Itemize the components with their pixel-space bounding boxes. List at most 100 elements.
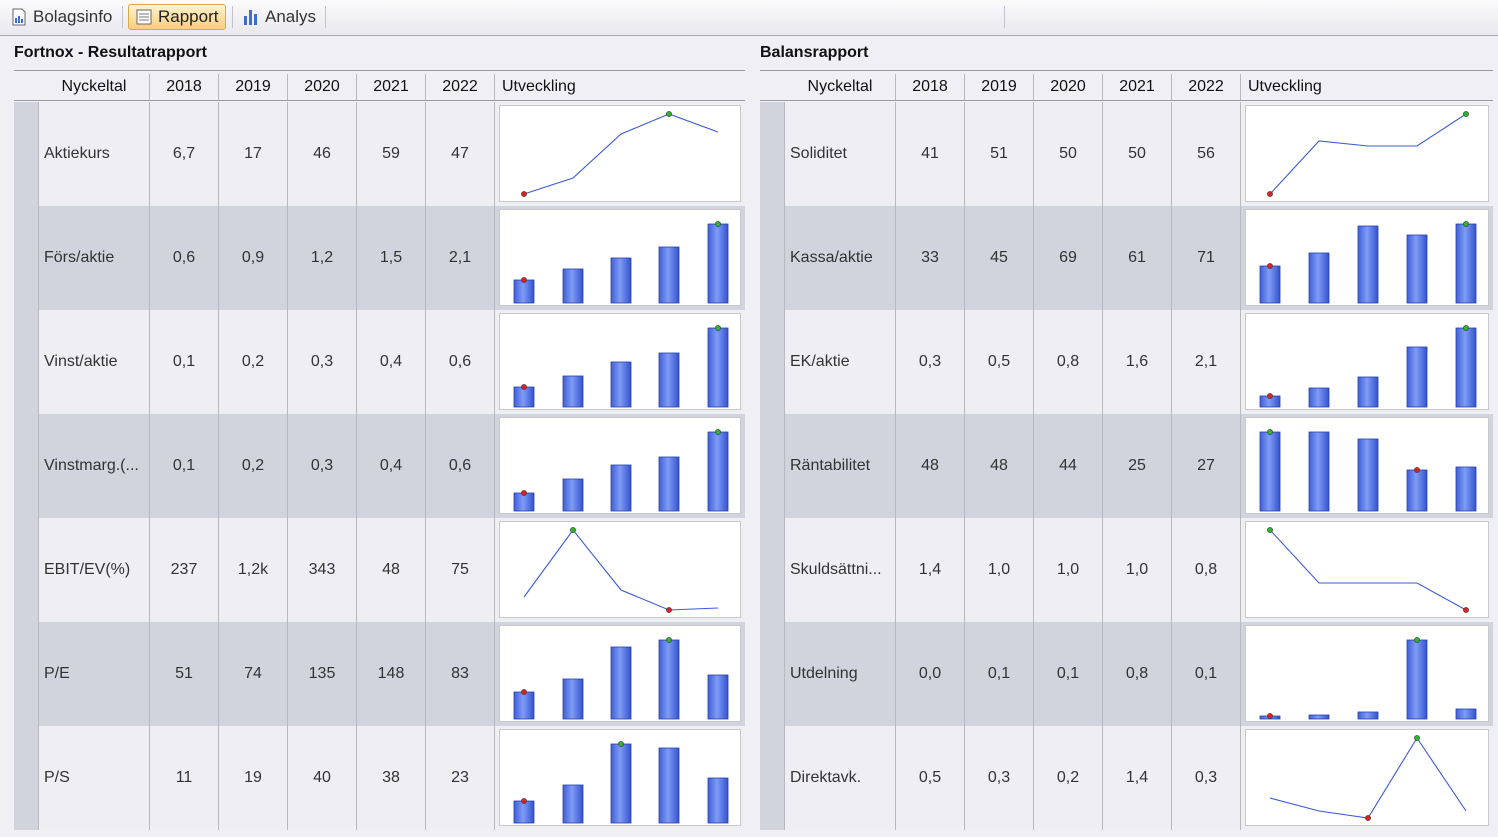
tab-rapport[interactable]: Rapport [128, 4, 226, 30]
table-row[interactable]: Soliditet 41 51 50 50 56 [785, 102, 1493, 206]
high-marker [1463, 221, 1469, 227]
table-row[interactable]: Vinst/aktie 0,1 0,2 0,3 0,4 0,6 [39, 310, 745, 414]
trend-bar [1455, 327, 1477, 408]
metric-name: Direktavk. [785, 726, 896, 830]
table-row[interactable]: Direktavk. 0,5 0,3 0,2 1,4 0,3 [785, 726, 1493, 830]
table-row[interactable]: EK/aktie 0,3 0,5 0,8 1,6 2,1 [785, 310, 1493, 414]
trend-bar [1308, 431, 1330, 512]
trend-cell [495, 518, 745, 622]
trend-svg [513, 741, 729, 824]
trend-line-chart [499, 521, 741, 618]
column-header-year[interactable]: 2022 [1172, 74, 1241, 100]
table-row[interactable]: Aktiekurs 6,7 17 46 59 47 [39, 102, 745, 206]
high-marker [1414, 735, 1420, 741]
column-header-nyckeltal[interactable]: Nyckeltal [785, 74, 896, 100]
table-row[interactable]: P/S 11 19 40 38 23 [39, 726, 745, 830]
trend-line [523, 113, 719, 195]
trend-line [523, 529, 719, 611]
column-header-year[interactable]: 2020 [1034, 74, 1103, 100]
trend-bar [562, 678, 584, 720]
table-row[interactable]: Kassa/aktie 33 45 69 61 71 [785, 206, 1493, 310]
trend-bar [707, 431, 729, 512]
trend-bar [1357, 438, 1379, 512]
column-header-year[interactable]: 2019 [965, 74, 1034, 100]
trend-bar [707, 777, 729, 824]
column-header-year[interactable]: 2018 [896, 74, 965, 100]
low-marker [1267, 393, 1273, 399]
trend-bar [610, 257, 632, 304]
trend-cell [495, 726, 745, 830]
low-marker [521, 277, 527, 283]
high-marker [715, 325, 721, 331]
column-header-year[interactable]: 2020 [288, 74, 357, 100]
high-marker [1463, 111, 1469, 117]
trend-bar [658, 639, 680, 720]
trend-bar [1259, 431, 1281, 512]
trend-bar [1308, 714, 1330, 720]
column-header-year[interactable]: 2021 [357, 74, 426, 100]
trend-svg [1267, 527, 1469, 613]
table-row[interactable]: Räntabilitet 48 48 44 25 27 [785, 414, 1493, 518]
metric-value: 17 [219, 102, 288, 206]
low-marker [1267, 713, 1273, 719]
table-row[interactable]: EBIT/EV(%) 237 1,2k 343 48 75 [39, 518, 745, 622]
tab-bolagsinfo[interactable]: Bolagsinfo [4, 4, 118, 30]
trend-svg [1267, 111, 1469, 197]
metric-value: 0,3 [288, 310, 357, 414]
trend-line-chart [1245, 521, 1489, 618]
metric-value: 0,6 [426, 310, 495, 414]
metric-value: 0,3 [896, 310, 965, 414]
high-marker [1267, 429, 1273, 435]
trend-svg [1269, 735, 1467, 821]
high-marker [570, 527, 576, 533]
trend-bar [658, 747, 680, 824]
trend-bar-chart [1245, 417, 1489, 514]
trend-bar [562, 268, 584, 304]
metric-value: 0,4 [357, 414, 426, 518]
column-header-year[interactable]: 2022 [426, 74, 495, 100]
metric-name: Utdelning [785, 622, 896, 726]
column-header-utveckling[interactable]: Utveckling [1248, 78, 1322, 95]
trend-cell [495, 414, 745, 518]
low-marker [521, 490, 527, 496]
metric-value: 0,3 [288, 414, 357, 518]
metric-value: 23 [426, 726, 495, 830]
trend-bar [707, 327, 729, 408]
column-header-utveckling[interactable]: Utveckling [502, 78, 576, 95]
table-row[interactable]: Skuldsättni... 1,4 1,0 1,0 1,0 0,8 [785, 518, 1493, 622]
metric-value: 74 [219, 622, 288, 726]
trend-svg [523, 527, 719, 613]
trend-cell [495, 102, 745, 206]
trend-bar-chart [499, 313, 741, 410]
trend-bar [562, 375, 584, 408]
metric-value: 0,6 [426, 414, 495, 518]
trend-line [1269, 736, 1467, 819]
metric-value: 25 [1103, 414, 1172, 518]
metric-value: 0,2 [219, 310, 288, 414]
metric-value: 0,9 [219, 206, 288, 310]
title-rule [14, 70, 745, 71]
column-header-year[interactable]: 2019 [219, 74, 288, 100]
tab-label: Analys [265, 7, 317, 26]
table-row[interactable]: Vinstmarg.(... 0,1 0,2 0,3 0,4 0,6 [39, 414, 745, 518]
metric-value: 0,8 [1103, 622, 1172, 726]
tab-analys[interactable]: Analys [236, 4, 322, 30]
trend-svg [521, 111, 719, 197]
table-row[interactable]: P/E 51 74 135 148 83 [39, 622, 745, 726]
table-row[interactable]: Utdelning 0,0 0,1 0,1 0,8 0,1 [785, 622, 1493, 726]
metric-name: Kassa/aktie [785, 206, 896, 310]
column-header-nyckeltal[interactable]: Nyckeltal [39, 74, 150, 100]
metric-value: 1,2 [288, 206, 357, 310]
trend-svg [513, 429, 729, 512]
metric-value: 19 [219, 726, 288, 830]
low-marker [521, 798, 527, 804]
metric-value: 71 [1172, 206, 1241, 310]
column-header-year[interactable]: 2018 [150, 74, 219, 100]
toolbar-divider [1004, 6, 1005, 28]
column-header-year[interactable]: 2021 [1103, 74, 1172, 100]
trend-svg [1259, 637, 1477, 720]
high-marker [666, 637, 672, 643]
table-row[interactable]: Förs/aktie 0,6 0,9 1,2 1,5 2,1 [39, 206, 745, 310]
metric-value: 1,0 [1034, 518, 1103, 622]
low-marker [1365, 815, 1371, 821]
